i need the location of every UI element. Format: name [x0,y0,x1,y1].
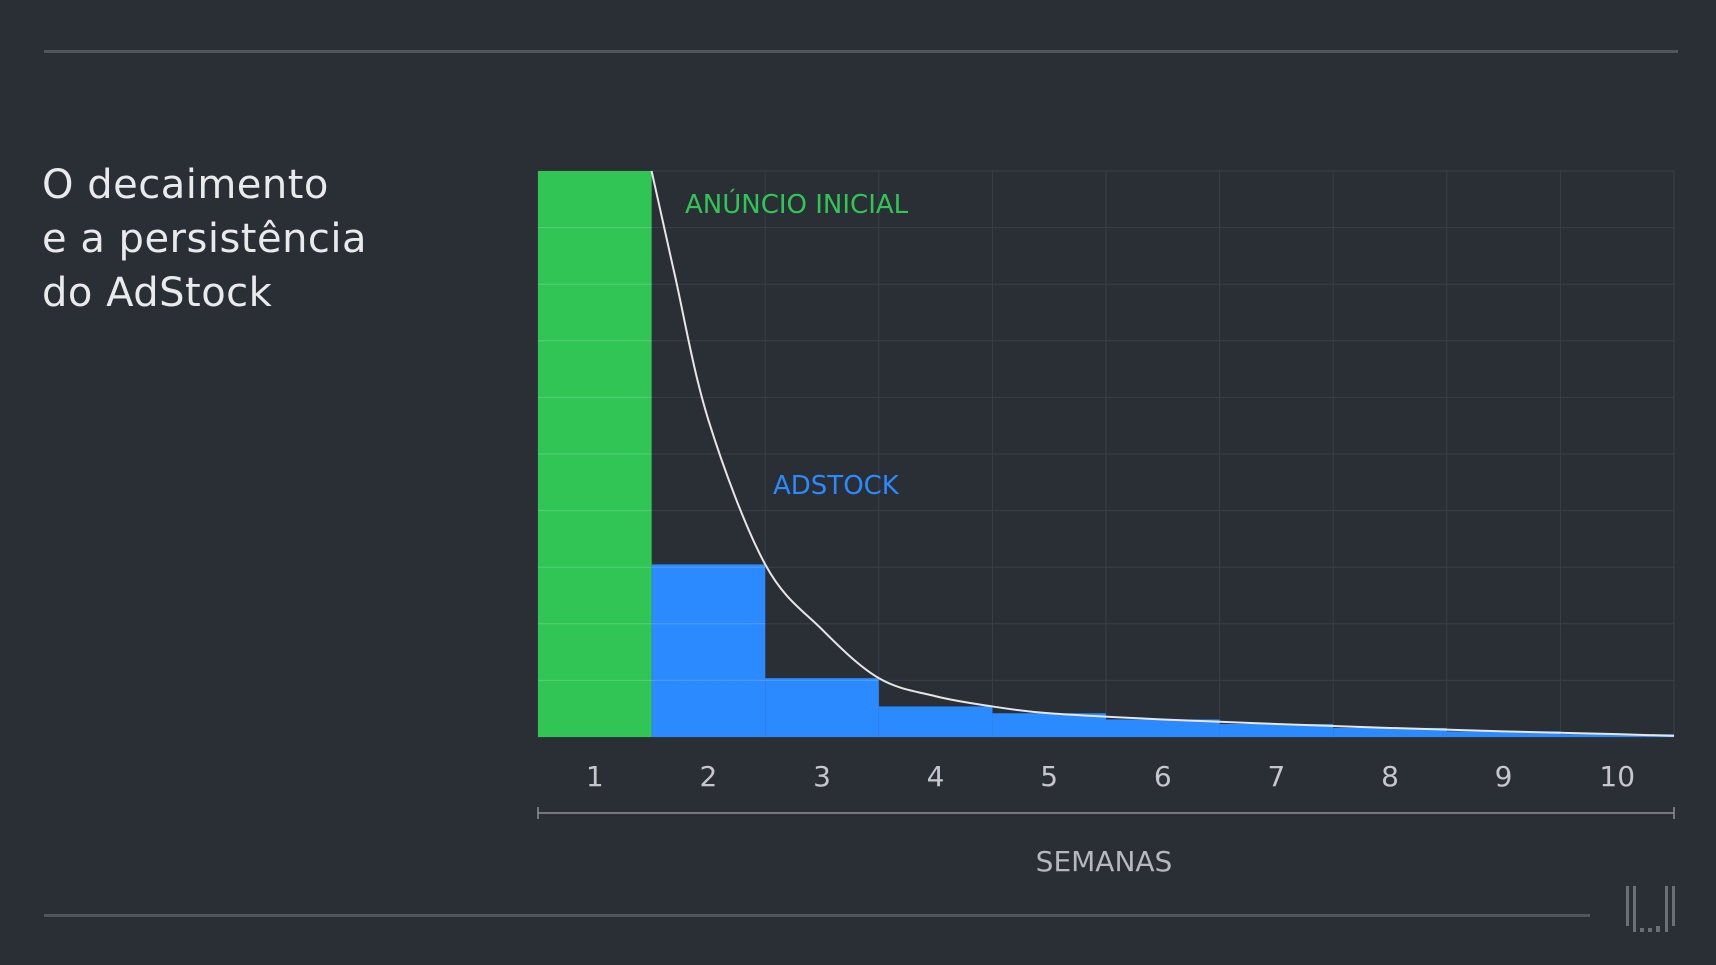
x-axis-bracket [537,807,1675,819]
x-tick-label: 9 [1495,760,1513,793]
brand-logo-icon [1626,886,1675,932]
bar-adstock [878,706,993,737]
bar-adstock [1560,734,1674,737]
slide-title: O decaimento e a persistência do AdStock [42,158,367,320]
x-tick-labels: 1 2 3 4 5 6 7 8 9 10 [586,760,1635,793]
x-axis-label: SEMANAS [1036,845,1173,878]
bar-adstock [992,713,1106,737]
bar-adstock [1446,731,1561,737]
x-tick-label: 2 [699,760,717,793]
bar-initial-ad [538,171,652,737]
annotation-initial-ad: ANÚNCIO INICIAL [685,188,909,220]
bar-gridlines [538,227,879,681]
x-tick-label: 10 [1599,760,1635,793]
x-tick-label: 8 [1381,760,1399,793]
bar-adstock [1219,723,1334,737]
decay-curve [650,170,1675,737]
x-tick-label: 4 [927,760,945,793]
title-line-2: e a persistência [42,216,368,262]
title-line-1: O decaimento [42,162,329,208]
bottom-divider [44,914,1590,917]
bars [538,171,1674,737]
x-tick-label: 1 [586,760,604,793]
bar-adstock [1333,727,1447,737]
x-tick-label: 6 [1154,760,1172,793]
top-divider [44,50,1678,53]
bar-adstock [651,564,766,737]
x-tick-label: 7 [1267,760,1285,793]
bar-adstock [1106,719,1220,737]
title-line-3: do AdStock [42,270,273,316]
bar-adstock [765,678,879,737]
x-tick-label: 3 [813,760,831,793]
annotation-adstock: ADSTOCK [773,471,900,501]
x-tick-label: 5 [1040,760,1058,793]
